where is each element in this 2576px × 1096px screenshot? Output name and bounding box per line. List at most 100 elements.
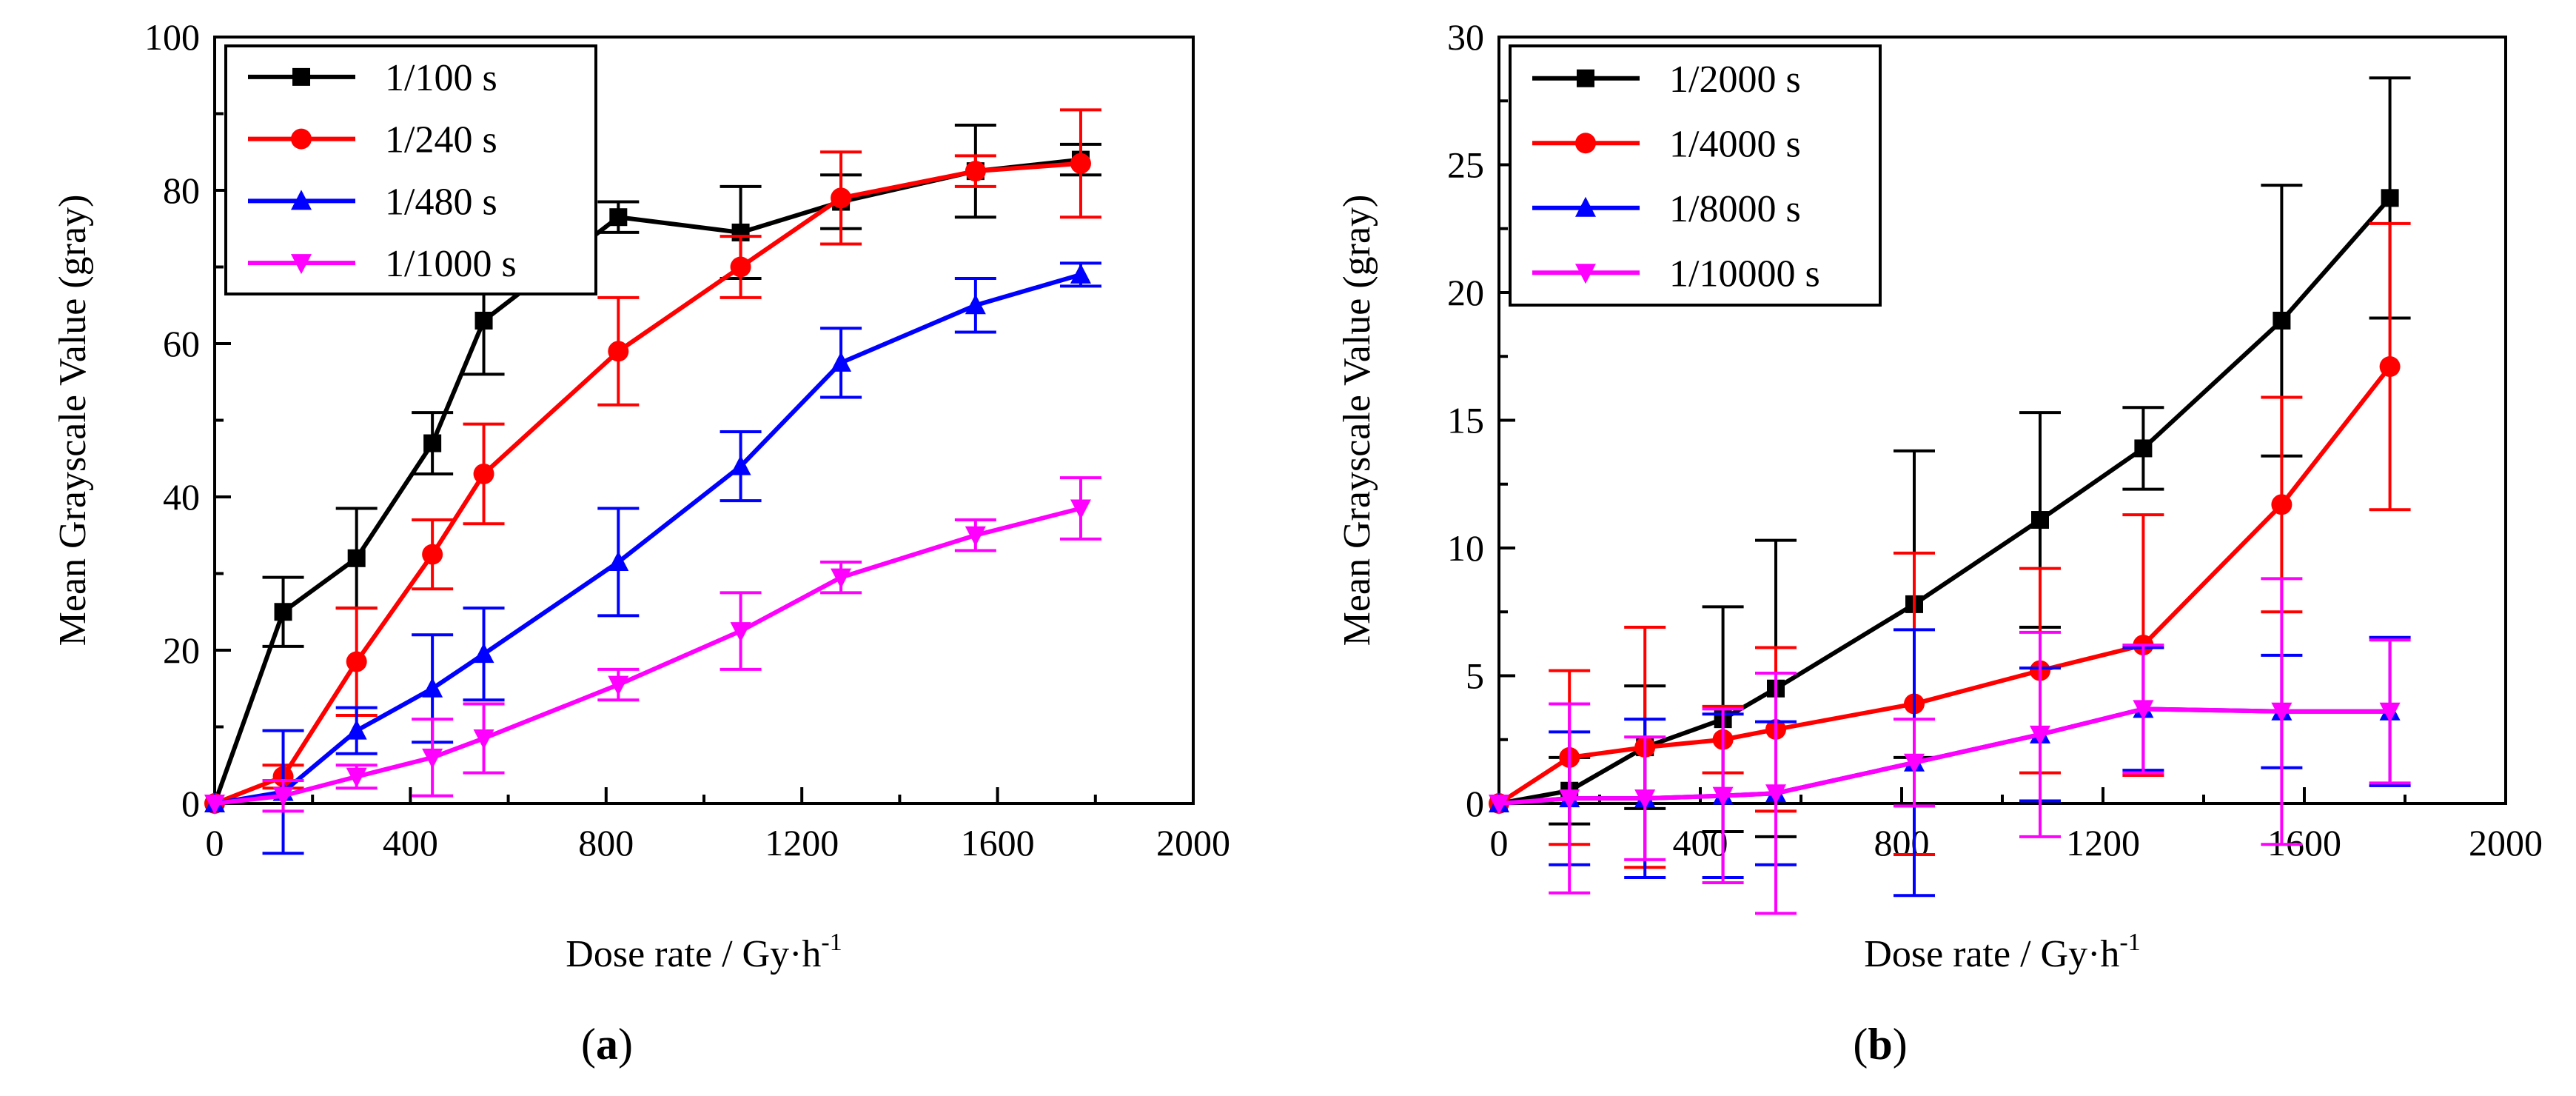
data-point [2273,311,2291,330]
x-tick-label: 2000 [1156,822,1230,863]
data-point [2381,189,2399,207]
legend-marker [1575,133,1596,154]
legend-item: 1/10000 s [1532,253,1820,295]
y-tick-label: 100 [144,16,200,58]
x-tick-label: 400 [383,822,438,863]
data-point [473,463,494,484]
data-point [730,455,751,475]
series-line [1498,196,2392,806]
x-tick-label: 1600 [2267,822,2341,863]
data-point [2031,511,2049,529]
data-point [346,651,367,672]
legend-item: 1/4000 s [1532,123,1801,165]
panel-label-close: ) [1893,1020,1908,1069]
data-point [2271,702,2292,723]
y-tick-label: 0 [181,783,200,824]
series-line [213,161,1081,806]
data-point [965,526,986,547]
y-tick-label: 15 [1447,400,1484,441]
legend-item: 1/100 s [248,57,497,99]
series-1-240-s [204,108,1101,814]
y-axis-title: Mean Grayscale Value (gray) [1336,195,1378,646]
series-1-480-s [204,261,1101,855]
data-point [346,719,367,740]
legend-marker [291,190,312,210]
data-point [274,603,292,621]
x-tick-label: 400 [1673,822,1728,863]
chart-b: 0 400 800 1200 1600 2000 0 5 10 15 20 25 30 Dose rate… [1336,16,2543,1069]
x-tick-label: 2000 [2469,822,2543,863]
legend: 1/2000 s 1/4000 s 1/8000 s 1/10000 s [1509,44,1882,307]
data-point [965,294,986,315]
y-tick-label: 30 [1447,16,1484,58]
data-point [347,549,366,567]
x-tick-label: 1200 [2066,822,2140,863]
x-axis-title: Dose rate / Gy·h-1 [1864,929,2140,975]
data-point [608,675,629,696]
y-tick-label: 20 [163,629,200,671]
y-tick-label: 5 [1466,655,1484,697]
legend-label: 1/10000 s [1669,253,1820,295]
data-point [730,622,751,643]
data-point [831,351,852,372]
legend: 1/100 s 1/240 s 1/480 s 1/1000 s [224,44,597,295]
legend-marker [1575,264,1596,284]
x-tick-label: 800 [1874,822,1930,863]
legend-box [224,44,597,295]
legend-item: 1/2000 s [1532,59,1801,101]
series-line [214,272,1081,806]
series-1-10000-s [1489,577,2411,915]
legend-item: 1/480 s [248,181,497,223]
data-point [1634,789,1656,810]
x-axis-title: Dose rate / Gy·h-1 [566,929,842,975]
series-line [1498,706,2390,806]
x-tick-label: 1200 [765,822,839,863]
data-point [422,677,443,698]
legend-label: 1/2000 s [1669,59,1801,101]
data-point [346,767,367,788]
x-tick-label: 0 [206,822,224,863]
data-point [2379,702,2401,723]
y-tick-label: 0 [1466,783,1484,824]
legend-item: 1/240 s [248,119,497,161]
legend-item: 1/1000 s [248,243,517,285]
y-tick-label: 80 [163,170,200,211]
data-point [608,550,629,571]
data-point [1489,795,1509,815]
data-point [608,341,629,362]
x-axis-title-superscript: -1 [821,929,842,956]
legend-label: 1/4000 s [1669,123,1801,165]
data-point [473,643,494,664]
data-point [831,568,852,589]
panel-label-letter: b [1868,1020,1892,1069]
x-tick-label: 0 [1490,822,1509,863]
x-tick-label: 1600 [961,822,1035,863]
series-1-4000-s [1489,221,2411,869]
data-point [730,256,751,278]
panel-label-open: ( [1853,1020,1868,1069]
legend-label: 1/480 s [385,181,497,223]
legend-box [1509,44,1882,307]
data-point [474,311,493,330]
series-line [1497,365,2392,806]
legend-marker [292,67,310,86]
legend-item: 1/8000 s [1532,188,1801,230]
y-tick-label: 25 [1447,144,1484,186]
data-point [2030,725,2050,746]
y-tick-label: 60 [163,323,200,364]
series-line [214,506,1081,806]
data-point [473,729,494,750]
data-point [831,187,852,209]
data-point [204,795,225,815]
y-tick-label: 10 [1447,527,1484,569]
legend-label: 1/1000 s [385,243,517,285]
data-point [1765,784,1786,805]
data-point [2134,439,2153,458]
data-point [2133,700,2154,721]
data-point [1559,789,1580,810]
series-1-1000-s [204,476,1101,815]
legend-marker [1575,196,1596,217]
legend-marker [291,128,312,150]
chart-a: 0 400 800 1200 1600 2000 0 20 40 60 80 100 Dose rate… [52,16,1230,1069]
